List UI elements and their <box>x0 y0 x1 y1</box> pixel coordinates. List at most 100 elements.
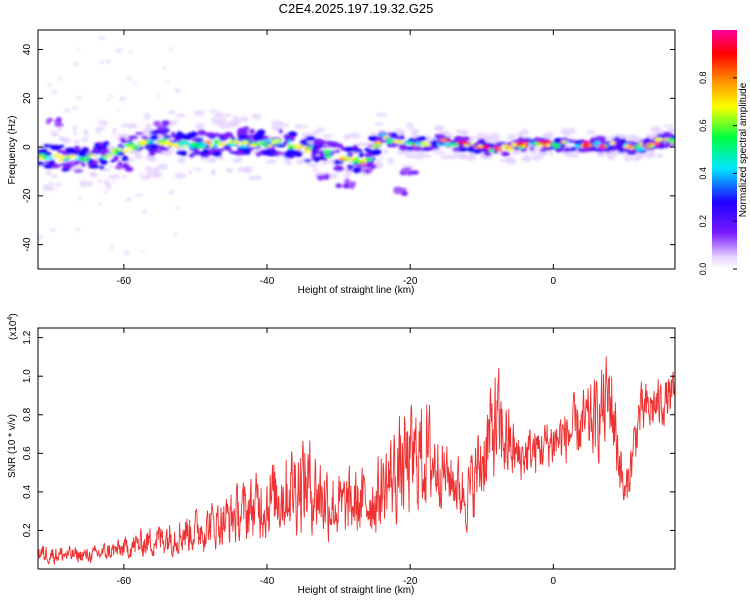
spectrogram-cell <box>121 149 131 153</box>
snr-scale-suffix: ) <box>8 313 19 316</box>
spectrogram-cell <box>250 142 259 145</box>
spectrogram-cell <box>174 172 187 179</box>
spectrogram-cell <box>582 141 590 144</box>
spectrogram-cell <box>623 155 632 162</box>
spectrogram-cell <box>577 147 589 153</box>
spectrogram-cell <box>627 150 636 154</box>
spectrogram-cell <box>610 141 616 145</box>
spectrogram-cell <box>168 190 175 195</box>
spectrogram-cell <box>544 147 551 151</box>
spectrogram-cell <box>348 181 357 185</box>
spectrogram-cell <box>187 170 193 175</box>
spectrogram-cell <box>170 131 176 138</box>
snr-scale-exponent: 4 <box>7 317 14 321</box>
snr-scale-prefix: (x10 <box>8 320 19 340</box>
spectrogram-cell <box>266 153 277 157</box>
spectrogram-cell <box>193 150 201 154</box>
spectrogram-cell <box>387 160 394 165</box>
spectrogram-cell <box>294 124 304 129</box>
spectrogram-xtick-label: -40 <box>260 276 275 287</box>
snr-ytick-label: 0.4 <box>22 484 33 498</box>
spectrogram-cell <box>539 148 547 153</box>
spectrogram-cell <box>156 124 166 128</box>
spectrogram-cell <box>382 136 387 140</box>
spectrogram-cell <box>423 147 429 151</box>
spectrogram-cell <box>148 150 156 157</box>
spectrogram-cell <box>171 148 176 151</box>
spectrogram-cell <box>628 144 633 147</box>
spectrogram-cell <box>219 125 231 129</box>
spectrogram-cell <box>372 144 382 147</box>
spectrogram-cell <box>498 148 503 153</box>
spectrogram-cell <box>458 145 464 149</box>
spectrogram-cell <box>506 157 516 164</box>
spectrogram-cell <box>44 160 51 164</box>
spectrogram-cell <box>322 140 334 145</box>
snr-xtick-label: -60 <box>117 576 132 587</box>
spectrogram-cell <box>420 154 432 158</box>
spectrogram-cell <box>283 154 295 158</box>
spectrogram-cell <box>189 153 195 159</box>
spectrogram-cell <box>134 138 140 143</box>
spectrogram-cell <box>38 148 48 155</box>
spectrogram-cell <box>409 128 420 133</box>
spectrogram-cell <box>217 142 227 146</box>
spectrogram-cell <box>60 139 72 143</box>
spectrogram-cell <box>661 131 673 138</box>
spectrogram-cell <box>125 197 132 202</box>
spectrogram-cell <box>78 152 87 158</box>
spectrogram-cell <box>271 140 276 144</box>
spectrogram-cell <box>345 170 354 175</box>
spectrogram-cell <box>82 147 89 153</box>
spectrogram-cell <box>50 174 59 179</box>
spectrogram-cell <box>76 47 81 51</box>
spectrogram-cell <box>64 108 70 113</box>
spectrogram-cell <box>59 163 69 166</box>
spectrogram-cell <box>191 131 198 138</box>
spectrogram-cell <box>142 209 147 214</box>
spectrogram-cell <box>219 137 226 142</box>
spectrogram-ytick-label: 40 <box>22 44 33 56</box>
spectrogram-cell <box>163 65 167 71</box>
spectrogram-cell <box>548 151 553 156</box>
spectrogram-ylabel: Frequency (Hz) <box>7 116 18 185</box>
spectrogram-cell <box>621 137 626 144</box>
spectrogram-cell <box>271 120 283 127</box>
spectrogram-cell <box>275 143 287 148</box>
spectrogram-cell <box>70 160 75 166</box>
spectrogram-cell <box>55 182 62 187</box>
spectrogram-ticks: -60 -40 -20 0 40 20 0 -20 -40 <box>22 30 675 287</box>
spectrogram-heatmap <box>38 36 675 256</box>
colorbar-tick-label: 0.8 <box>698 72 708 85</box>
spectrogram-cell <box>51 90 58 94</box>
spectrogram-cell <box>349 132 361 139</box>
spectrogram-cell <box>252 135 264 141</box>
spectrogram-cell <box>435 133 446 140</box>
spectrogram-cell <box>236 151 245 155</box>
spectrogram-cell <box>368 164 378 169</box>
spectrogram-cell <box>112 180 116 183</box>
spectrogram-cell <box>144 113 151 121</box>
spectrogram-cell <box>374 122 385 126</box>
spectrogram-cell <box>38 161 45 166</box>
spectrogram-cell <box>470 154 477 160</box>
spectrogram-cell <box>434 151 446 155</box>
spectrogram-cell <box>490 137 502 144</box>
spectrogram-cell <box>348 183 356 189</box>
spectrogram-cell <box>208 109 219 113</box>
spectrogram-cell <box>624 140 637 145</box>
spectrogram-cell <box>593 142 598 146</box>
spectrogram-cell <box>116 108 121 111</box>
spectrogram-cell <box>49 228 56 232</box>
snr-ytick-label: 1.2 <box>22 330 33 344</box>
spectrogram-panel: -60 -40 -20 0 40 20 0 -20 -40 Height of straight… <box>7 29 676 296</box>
spectrogram-cell <box>636 147 645 152</box>
colorbar-tick-label: 0.6 <box>698 119 708 132</box>
spectrogram-cell <box>586 130 596 135</box>
spectrogram-cell <box>385 134 389 139</box>
spectrogram-cell <box>488 148 494 153</box>
spectrogram-cell <box>214 142 218 145</box>
spectrogram-cell <box>476 146 481 149</box>
spectrogram-cell <box>165 140 170 144</box>
spectrogram-xtick-label: 0 <box>551 276 557 287</box>
